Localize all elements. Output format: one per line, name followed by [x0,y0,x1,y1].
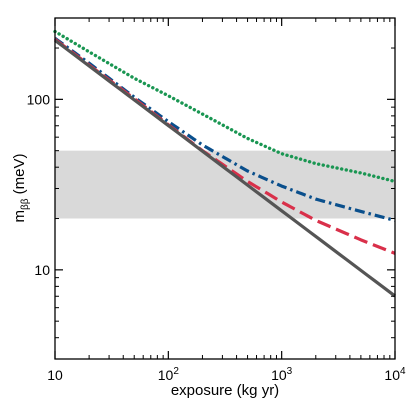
y-axis-title-sub: ββ [20,198,31,210]
y-tick-label: 10 [34,262,50,278]
ticks-layer: 10 102 103 104 10 100 [27,17,406,383]
x-axis-title: exposure (kg yr) [171,382,279,399]
x-tick-label: 104 [384,366,406,383]
y-tick-label: 100 [27,91,51,107]
y-axis-title-unit: (meV) [11,153,28,198]
series-line-dashed [54,38,396,255]
series-line-solid [54,39,396,298]
x-tick-label: 102 [158,366,180,383]
x-tick-label: 103 [271,366,293,383]
series-layer [53,29,397,298]
y-axis-title: mββ (meV) [11,153,31,222]
series-line-dotted [53,29,397,184]
x-tick-label: 10 [47,367,63,383]
y-axis-title-main: m [11,210,28,223]
plot-band [55,150,395,219]
